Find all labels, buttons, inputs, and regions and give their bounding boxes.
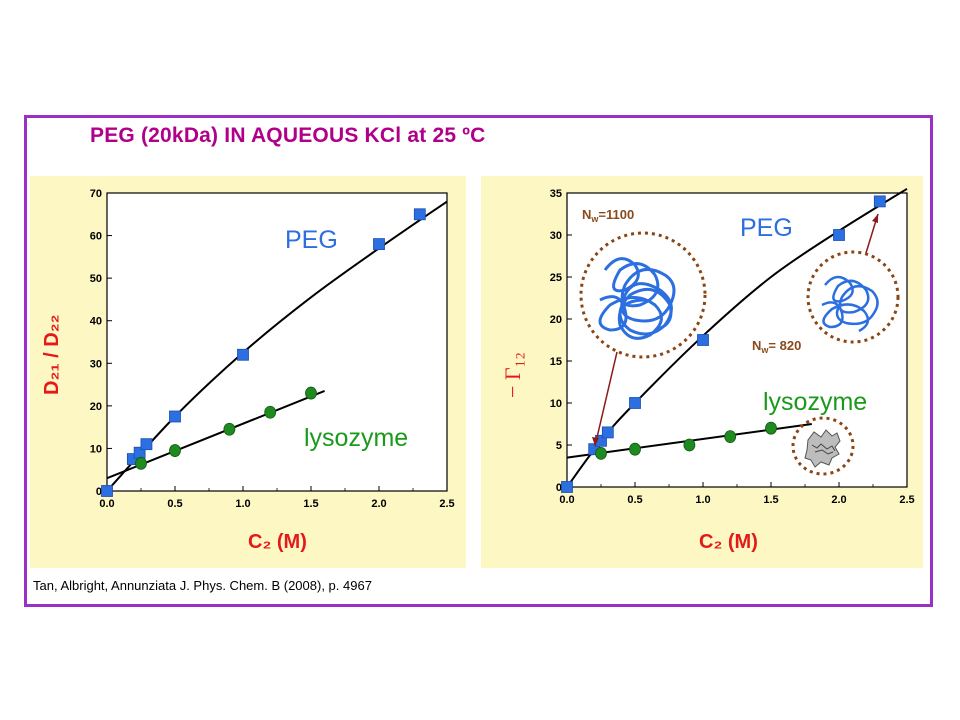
left-y-tick-label: 40 [90, 316, 102, 328]
nw-820-annotation: Nw= 820 [752, 338, 801, 355]
svg-text:Nw=1100: Nw=1100 [582, 207, 634, 224]
left-x-axis-label: C₂ (M) [248, 531, 307, 553]
right-y-axis-label: − Γ₁₂ [500, 352, 525, 398]
right-y-tick-label: 20 [550, 314, 562, 326]
left-plot-frame [106, 192, 448, 492]
left-x-tick-label: 2.0 [371, 498, 386, 510]
left-x-tick-label: 1.5 [303, 498, 318, 510]
right-point-PEG [833, 229, 845, 241]
left-point-PEG [373, 238, 385, 250]
page-title: PEG (20kDa) IN AQUEOUS KCl at 25 ºC [90, 124, 486, 147]
left-point-lysozyme [305, 386, 317, 400]
left-y-tick-label: 10 [90, 443, 102, 455]
left-series-label-peg: PEG [285, 226, 338, 254]
small-peg-coil-illustration [806, 250, 900, 344]
left-y-tick-label: 70 [90, 188, 102, 200]
arrow-small-coil-to-point [865, 213, 879, 254]
nw-subscript: w [590, 214, 599, 224]
right-x-tick-label: 1.0 [695, 494, 710, 506]
right-x-tick-label: 0.5 [627, 494, 642, 506]
right-x-tick-label: 1.5 [763, 494, 778, 506]
right-x-tick-label: 2.5 [899, 494, 914, 506]
nw-1100-annotation: Nw=1100 [582, 207, 634, 224]
left-point-PEG [237, 348, 249, 361]
left-y-axis-label: D₂₁ / D₂₂ [41, 315, 63, 396]
right-series-label-lysozyme: lysozyme [763, 388, 867, 416]
left-point-PEG [169, 410, 181, 423]
left-x-tick-label: 0.5 [167, 498, 182, 510]
left-y-tick-label: 0 [96, 486, 102, 498]
left-series-label-lysozyme: lysozyme [304, 424, 408, 452]
right-plot-frame [566, 192, 908, 488]
left-x-tick-label: 1.0 [235, 498, 250, 510]
right-x-tick-label: 2.0 [831, 494, 846, 506]
right-y-tick-label: 0 [556, 482, 562, 494]
right-point-lysozyme [629, 442, 641, 456]
left-x-tick-label: 0.0 [99, 498, 114, 510]
right-point-PEG [629, 397, 641, 409]
left-point-PEG [413, 208, 426, 221]
left-point-lysozyme [169, 444, 181, 457]
left-y-tick-label: 30 [90, 358, 102, 370]
left-y-tick-label: 20 [90, 401, 102, 413]
right-y-tick-label: 25 [550, 272, 562, 284]
right-y-tick-label: 10 [550, 398, 562, 410]
nw-value-820: = 820 [768, 338, 801, 353]
right-y-tick-label: 30 [550, 230, 562, 242]
right-x-axis-label: C₂ (M) [699, 531, 758, 553]
arrow-large-coil-to-point [592, 351, 618, 447]
left-fit-line-PEG [106, 200, 448, 492]
left-point-PEG [101, 485, 113, 497]
right-plot-area: 0.0 0.5 1.0 1.5 2.0 2.5 0 5 10 15 20 25 30 35 [550, 187, 915, 506]
right-point-lysozyme [724, 430, 737, 444]
right-y-tick-label: 5 [556, 440, 562, 452]
right-point-PEG [697, 334, 709, 346]
nw-symbol: N [582, 207, 591, 222]
left-point-lysozyme [223, 422, 236, 436]
nw-symbol-2: N [752, 338, 761, 353]
left-point-PEG [140, 438, 153, 451]
lysozyme-protein-illustration [791, 416, 855, 476]
left-y-tick-label: 60 [90, 231, 102, 243]
right-y-tick-label: 35 [550, 188, 562, 200]
left-y-tick-label: 50 [90, 273, 102, 285]
figure-frame [24, 115, 933, 607]
right-point-lysozyme [595, 446, 607, 460]
nw-value-1100: =1100 [598, 207, 634, 222]
right-y-tick-label: 15 [550, 356, 562, 368]
right-point-lysozyme [683, 438, 696, 452]
right-point-PEG [601, 426, 614, 439]
left-point-lysozyme [135, 456, 147, 470]
large-peg-coil-illustration [579, 231, 707, 359]
nw-subscript-2: w [760, 345, 769, 355]
left-x-tick-label: 2.5 [439, 498, 454, 510]
right-point-PEG [561, 481, 573, 493]
left-point-lysozyme [264, 405, 277, 419]
right-point-lysozyme [765, 421, 777, 435]
svg-text:Nw= 820: Nw= 820 [752, 338, 801, 355]
right-point-PEG [873, 195, 886, 208]
citation-text: Tan, Albright, Annunziata J. Phys. Chem.… [33, 578, 372, 593]
left-plot-area: 0.0 0.5 1.0 1.5 2.0 2.5 0 10 20 30 40 50 60 70 [90, 188, 455, 510]
right-series-label-peg: PEG [740, 214, 793, 242]
right-x-tick-label: 0.0 [559, 494, 574, 506]
